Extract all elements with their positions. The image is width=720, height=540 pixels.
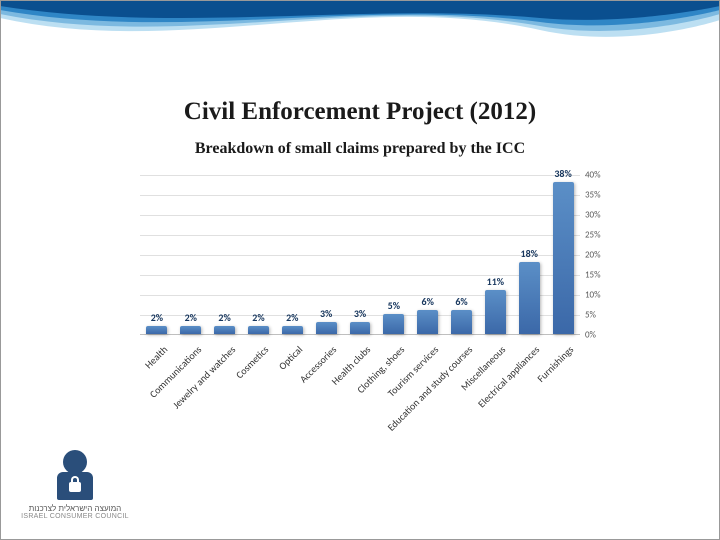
grid-line	[140, 275, 580, 276]
bar-value-label: 6%	[455, 295, 467, 308]
grid-line	[140, 255, 580, 256]
bar-value-label: 3%	[320, 307, 332, 320]
bar	[451, 310, 472, 334]
y-tick-label: 5%	[585, 310, 596, 321]
bar	[316, 322, 337, 334]
x-category-label: Electrical appliances	[475, 343, 542, 410]
x-category-label: Optical	[276, 343, 305, 372]
bar	[417, 310, 438, 334]
y-tick-label: 35%	[585, 190, 601, 201]
bar-value-label: 2%	[218, 311, 230, 324]
bar	[553, 182, 574, 334]
bar	[519, 262, 540, 334]
bar	[180, 326, 201, 334]
x-category-label: Health	[142, 343, 170, 371]
logo-israel-consumer-council: המועצה הישראלית לצרכנות ISRAEL CONSUMER …	[20, 450, 130, 520]
y-tick-label: 0%	[585, 330, 596, 341]
plot-area: 0%5%10%15%20%25%30%35%40%2%2%2%2%2%3%3%5…	[140, 175, 580, 335]
x-category-label: Jewelry and watches	[169, 343, 237, 411]
bar	[248, 326, 269, 334]
bar-value-label: 18%	[521, 247, 538, 260]
y-tick-label: 15%	[585, 270, 601, 281]
page-title: Civil Enforcement Project (2012)	[0, 98, 720, 126]
bar-chart: 0%5%10%15%20%25%30%35%40%2%2%2%2%2%3%3%5…	[140, 175, 620, 465]
wave-header	[0, 0, 720, 80]
y-tick-label: 25%	[585, 230, 601, 241]
bar	[214, 326, 235, 334]
consumer-lock-person-icon	[57, 450, 93, 500]
logo-text-hebrew: המועצה הישראלית לצרכנות	[20, 504, 130, 513]
bar-value-label: 3%	[354, 307, 366, 320]
bar	[485, 290, 506, 334]
x-category-label: Cosmetics	[233, 343, 271, 381]
logo-text-english: ISRAEL CONSUMER COUNCIL	[20, 513, 130, 520]
grid-line	[140, 175, 580, 176]
bar-value-label: 2%	[252, 311, 264, 324]
y-tick-label: 30%	[585, 210, 601, 221]
bar	[146, 326, 167, 334]
bar-value-label: 5%	[388, 299, 400, 312]
grid-line	[140, 195, 580, 196]
grid-line	[140, 215, 580, 216]
grid-line	[140, 235, 580, 236]
y-tick-label: 10%	[585, 290, 601, 301]
y-tick-label: 40%	[585, 170, 601, 181]
bar-value-label: 38%	[554, 167, 571, 180]
bar-value-label: 2%	[151, 311, 163, 324]
bar	[383, 314, 404, 334]
y-tick-label: 20%	[585, 250, 601, 261]
bar-value-label: 6%	[422, 295, 434, 308]
bar-value-label: 2%	[286, 311, 298, 324]
bar-value-label: 11%	[487, 275, 504, 288]
grid-line	[140, 295, 580, 296]
bar-value-label: 2%	[185, 311, 197, 324]
page-subtitle: Breakdown of small claims prepared by th…	[0, 140, 720, 158]
x-category-label: Furnishings	[534, 343, 576, 385]
bar	[350, 322, 371, 334]
bar	[282, 326, 303, 334]
